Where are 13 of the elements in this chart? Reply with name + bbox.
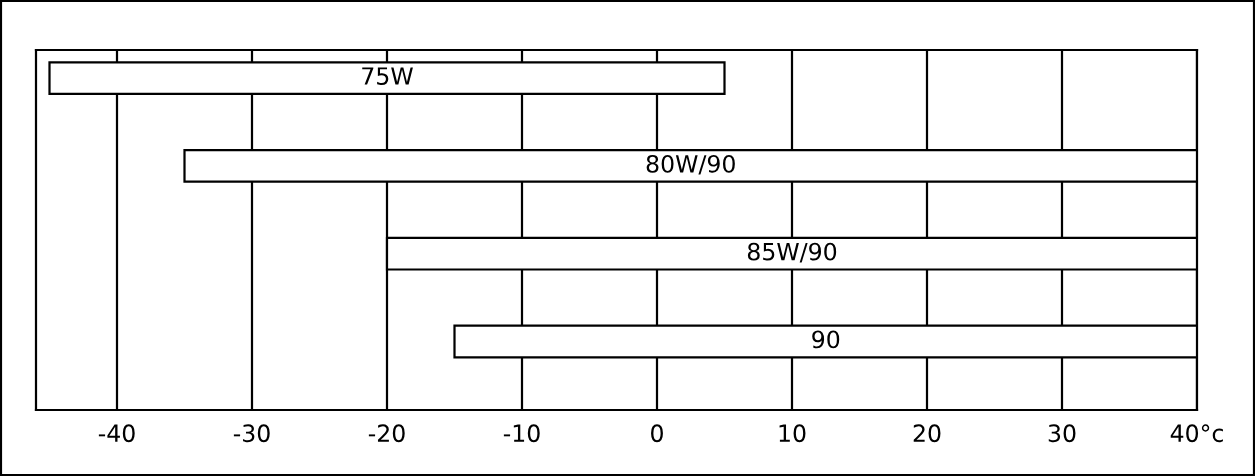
x-tick-label: 30	[1048, 424, 1076, 443]
y-tick-label: 85W/90	[747, 242, 837, 263]
x-tick-label: 0	[651, 424, 663, 443]
x-tick-label: -20	[368, 424, 405, 443]
x-tick-label: 40°c	[1170, 424, 1223, 443]
x-tick-label: 20	[913, 424, 941, 443]
x-tick-label: -10	[503, 424, 540, 443]
x-tick-label: 10	[779, 424, 806, 443]
y-tick-label: 75W	[362, 67, 413, 85]
y-tick-label: 90	[812, 330, 840, 349]
x-tick-label: -40	[98, 424, 135, 443]
x-tick-label: -30	[233, 424, 270, 443]
y-tick-label: 80W/90	[646, 154, 735, 175]
